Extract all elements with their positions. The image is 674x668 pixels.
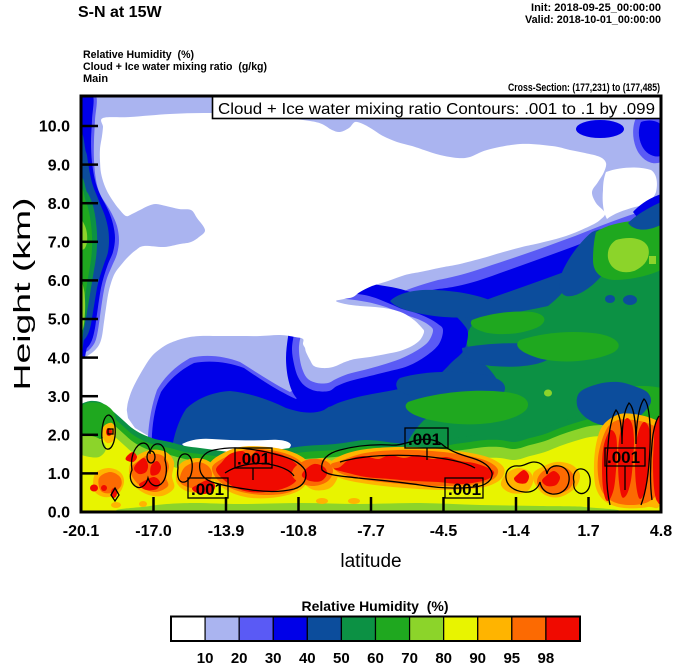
- svg-text:0.0: 0.0: [48, 505, 70, 522]
- svg-text:98: 98: [538, 650, 555, 667]
- svg-text:Relative Humidity (%): Relative Humidity (%): [83, 49, 194, 61]
- svg-text:Height (km): Height (km): [9, 198, 35, 391]
- svg-text:.001: .001: [448, 480, 481, 499]
- svg-text:60: 60: [367, 650, 384, 667]
- svg-text:.001: .001: [191, 480, 224, 499]
- svg-text:40: 40: [299, 650, 316, 667]
- svg-text:-20.1: -20.1: [63, 523, 100, 540]
- svg-text:95: 95: [503, 650, 520, 667]
- svg-text:.001: .001: [408, 430, 441, 449]
- svg-text:2.0: 2.0: [48, 428, 70, 445]
- svg-text:7.0: 7.0: [48, 235, 70, 252]
- svg-text:-1.4: -1.4: [502, 523, 530, 540]
- svg-text:Main: Main: [83, 73, 108, 85]
- svg-text:-4.5: -4.5: [430, 523, 458, 540]
- svg-text:.001: .001: [237, 450, 270, 469]
- svg-text:90: 90: [469, 650, 486, 667]
- svg-text:70: 70: [401, 650, 418, 667]
- svg-text:1.7: 1.7: [577, 523, 599, 540]
- svg-text:3.0: 3.0: [48, 389, 70, 406]
- svg-text:80: 80: [435, 650, 452, 667]
- svg-text:9.0: 9.0: [48, 157, 70, 174]
- svg-text:1.0: 1.0: [48, 466, 70, 483]
- svg-text:10: 10: [197, 650, 214, 667]
- svg-text:30: 30: [265, 650, 282, 667]
- svg-text:50: 50: [333, 650, 350, 667]
- svg-text:Valid: 2018-10-01_00:00:00: Valid: 2018-10-01_00:00:00: [525, 14, 661, 26]
- svg-text:4.8: 4.8: [650, 523, 672, 540]
- svg-text:-13.9: -13.9: [208, 523, 245, 540]
- svg-text:10.0: 10.0: [39, 119, 70, 136]
- svg-text:Cloud + Ice water mixing ratio: Cloud + Ice water mixing ratio (g/kg): [83, 61, 267, 73]
- svg-text:Cross-Section: (177,231) to (1: Cross-Section: (177,231) to (177,485): [508, 82, 660, 94]
- svg-text:latitude: latitude: [340, 551, 401, 572]
- svg-text:S-N at 15W: S-N at 15W: [78, 4, 162, 21]
- svg-text:5.0: 5.0: [48, 312, 70, 329]
- svg-text:Init: 2018-09-25_00:00:00: Init: 2018-09-25_00:00:00: [531, 2, 661, 14]
- svg-text:4.0: 4.0: [48, 350, 70, 367]
- svg-text:.001: .001: [607, 448, 640, 467]
- svg-text:Relative Humidity (%): Relative Humidity (%): [301, 598, 448, 614]
- svg-text:-10.8: -10.8: [280, 523, 317, 540]
- svg-text:-7.7: -7.7: [357, 523, 385, 540]
- svg-text:20: 20: [231, 650, 248, 667]
- svg-text:-17.0: -17.0: [135, 523, 172, 540]
- svg-text:8.0: 8.0: [48, 196, 70, 213]
- svg-text:Cloud + Ice water mixing ratio: Cloud + Ice water mixing ratio Contours:…: [218, 101, 655, 118]
- svg-text:6.0: 6.0: [48, 273, 70, 290]
